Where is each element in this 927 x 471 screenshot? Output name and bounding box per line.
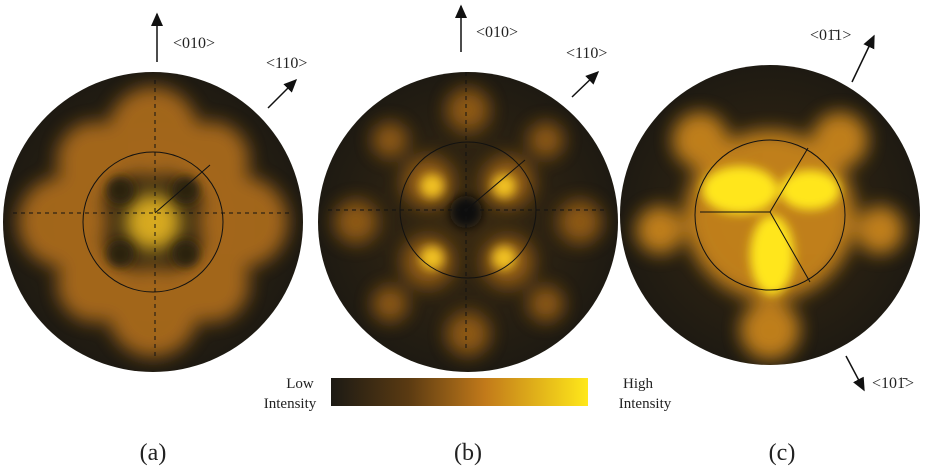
panel-label: (a) [140,440,167,466]
direction-label: <110> [266,55,307,72]
panel-label: (b) [454,440,482,466]
colorbar-gradient [331,378,588,406]
panel-label: (c) [769,440,796,466]
direction-label: <010> [173,35,215,52]
colorbar-high-label: Intensity [619,396,672,412]
figure: <010> <110> (a) <010> <110> (b) [0,0,927,471]
pole-figure-a: <010> <110> (a) [3,14,307,466]
colorbar: Low Intensity High Intensity [264,376,672,412]
direction-label: <010> [476,24,518,41]
direction-label: <01̄1> [810,27,851,44]
colorbar-low-label: Low [286,376,314,392]
direction-label: <101̄> [872,375,914,392]
colorbar-low-label: Intensity [264,396,317,412]
colorbar-high-label: High [623,376,654,392]
direction-label: <110> [566,45,607,62]
